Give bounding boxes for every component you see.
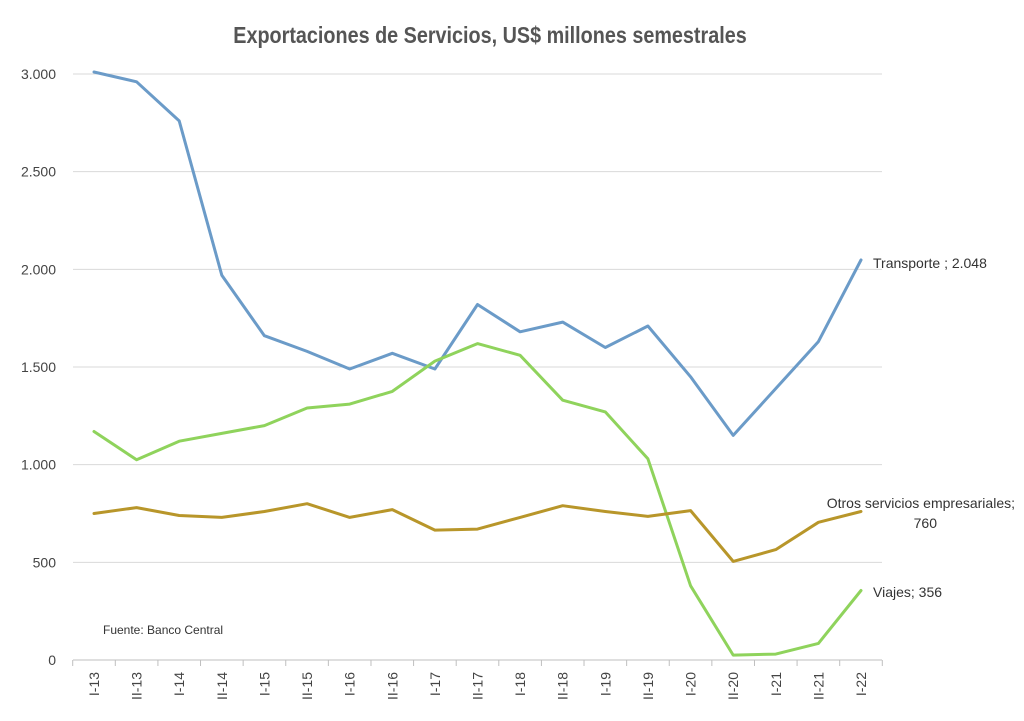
y-tick-label: 0 [48,652,56,668]
y-tick-label: 2.000 [21,261,56,277]
x-tick-label: II-18 [555,672,571,700]
x-tick-label: II-20 [725,672,741,700]
x-tick-label: I-14 [171,672,187,696]
x-tick-label: I-13 [86,672,102,696]
x-axis [72,659,883,666]
y-tick-label: 1.000 [21,457,56,473]
x-tick-label: II-14 [214,672,230,700]
chart-title: Exportaciones de Servicios, US$ millones… [233,22,747,48]
x-tick-label: II-15 [299,672,315,700]
source-note: Fuente: Banco Central [103,623,223,637]
gridlines [73,73,882,563]
series-label-otros-servicios-empresariales: Otros servicios empresariales; [827,495,1015,511]
x-tick-label: II-21 [810,672,826,700]
x-tick-label: I-21 [768,672,784,696]
series-labels: Transporte ; 2.048 Viajes; 356 Otros servi… [827,255,1015,600]
series-label-transporte: Transporte ; 2.048 [873,255,987,271]
y-tick-label: 3.000 [21,66,56,82]
x-tick-label: I-15 [256,672,272,696]
x-tick-label: I-18 [512,672,528,696]
y-tick-label: 500 [33,554,57,570]
y-tick-label: 1.500 [21,359,56,375]
y-axis-ticks: 0 500 1.000 1.500 2.000 2.500 3.000 [21,66,56,668]
x-tick-label: I-19 [597,672,613,696]
series-line-viajes [92,342,863,657]
x-tick-label: II-17 [470,672,486,700]
series-lines [92,70,863,657]
x-tick-label: I-20 [683,672,699,696]
series-label-otros-servicios-empresariales: 760 [914,515,938,531]
series-line-otros-servicios-empresariales [92,502,863,563]
series-label-viajes: Viajes; 356 [873,584,942,600]
x-tick-label: II-16 [384,672,400,700]
x-tick-label: II-13 [129,672,145,700]
x-tick-label: I-16 [342,672,358,696]
series-line-transporte [92,70,863,437]
x-tick-label: I-17 [427,672,443,696]
x-tick-label: I-22 [853,672,869,696]
x-tick-label: II-19 [640,672,656,700]
x-axis-ticks: I-13 II-13 I-14 II-14 I-15 II-15 I-16 II-16 I-17… [86,672,869,700]
y-tick-label: 2.500 [21,164,56,180]
